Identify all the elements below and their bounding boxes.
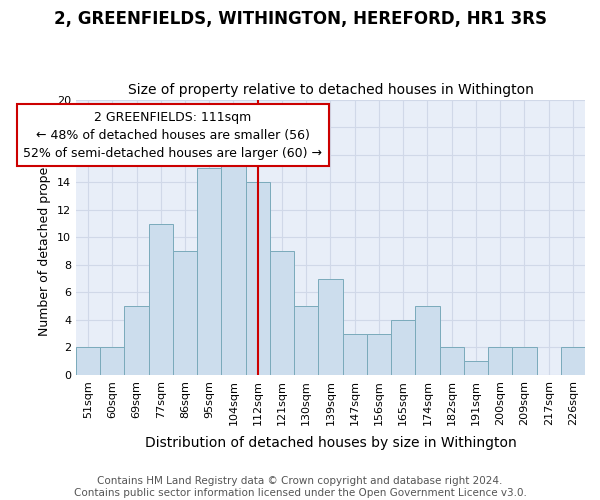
Bar (173, 251, 197, 375)
Bar (415, 306, 440, 375)
Text: Contains HM Land Registry data © Crown copyright and database right 2024.
Contai: Contains HM Land Registry data © Crown c… (74, 476, 526, 498)
Bar (294, 306, 319, 375)
Bar (149, 224, 173, 375)
Bar (343, 334, 367, 375)
Bar (124, 306, 149, 375)
Bar (391, 320, 415, 375)
Bar (100, 348, 124, 375)
Bar (367, 334, 391, 375)
Bar (245, 182, 270, 375)
Bar (270, 251, 294, 375)
Bar (440, 348, 464, 375)
X-axis label: Distribution of detached houses by size in Withington: Distribution of detached houses by size … (145, 436, 517, 450)
Bar (221, 141, 245, 375)
Bar (512, 348, 536, 375)
Bar (488, 348, 512, 375)
Bar (464, 362, 488, 375)
Bar (197, 168, 221, 375)
Text: 2, GREENFIELDS, WITHINGTON, HEREFORD, HR1 3RS: 2, GREENFIELDS, WITHINGTON, HEREFORD, HR… (53, 10, 547, 28)
Bar (561, 348, 585, 375)
Text: 2 GREENFIELDS: 111sqm
← 48% of detached houses are smaller (56)
52% of semi-deta: 2 GREENFIELDS: 111sqm ← 48% of detached … (23, 110, 322, 160)
Title: Size of property relative to detached houses in Withington: Size of property relative to detached ho… (128, 83, 533, 97)
Y-axis label: Number of detached properties: Number of detached properties (38, 139, 52, 336)
Bar (76, 348, 100, 375)
Bar (319, 278, 343, 375)
